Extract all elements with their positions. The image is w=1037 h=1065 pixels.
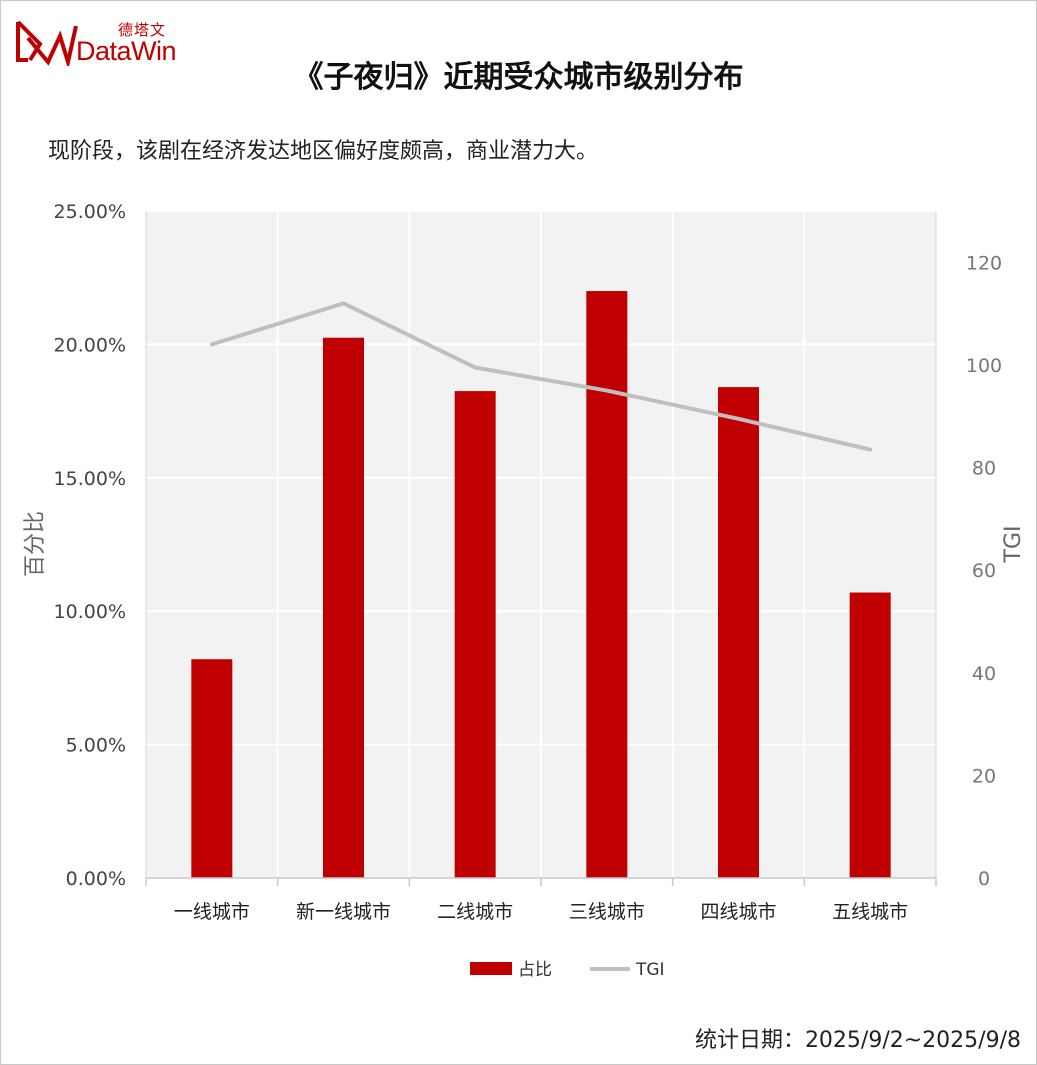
left-axis-tick-label: 0.00%	[66, 868, 126, 890]
bar	[323, 337, 364, 879]
chart-subtitle: 现阶段，该剧在经济发达地区偏好度颇高，商业潜力大。	[48, 139, 599, 164]
logo-english-text: DataWin	[76, 36, 177, 66]
tgi-line	[209, 301, 873, 452]
right-axis-tick-label: 60	[972, 560, 996, 582]
left-axis-tick-label: 20.00%	[54, 334, 126, 356]
left-axis-label: 百分比	[23, 511, 48, 577]
left-axis-tick-label: 5.00%	[66, 735, 126, 757]
left-axis-ticks: 0.00% 5.00% 10.00% 15.00% 20.00% 25.00%	[54, 201, 126, 890]
category-label: 四线城市	[700, 901, 776, 923]
right-axis-tick-label: 80	[972, 458, 996, 480]
left-axis-tick-label: 10.00%	[54, 601, 126, 623]
right-axis-tick-label: 40	[972, 663, 996, 685]
left-axis-tick-label: 15.00%	[54, 468, 126, 490]
category-label: 五线城市	[832, 901, 908, 923]
axes	[145, 211, 937, 886]
bar	[191, 659, 233, 878]
bar	[849, 592, 891, 878]
chart-title: 《子夜归》近期受众城市级别分布	[293, 60, 744, 95]
right-axis-tick-label: 120	[966, 252, 1002, 274]
category-labels: 一线城市 新一线城市 二线城市 三线城市 四线城市 五线城市	[174, 901, 908, 923]
category-label: 新一线城市	[296, 901, 391, 923]
category-label: 二线城市	[437, 901, 513, 923]
legend: 占比 TGI	[470, 960, 665, 980]
right-axis-tick-label: 100	[966, 355, 1002, 377]
datawin-logo-mark-icon	[16, 20, 78, 66]
legend-label-line: TGI	[635, 960, 665, 980]
legend-swatch-bar	[470, 962, 512, 975]
bar	[586, 291, 628, 878]
category-label: 一线城市	[174, 901, 250, 923]
stat-date: 统计日期：2025/9/2~2025/9/8	[694, 1028, 1021, 1053]
logo-chinese-text: 德塔文	[118, 21, 167, 39]
tgi-series	[209, 301, 873, 452]
right-axis-ticks: 0 20 40 60 80 100 120	[966, 252, 1002, 890]
datawin-logo: 德塔文 DataWin	[14, 16, 194, 72]
category-label: 三线城市	[569, 901, 645, 923]
legend-label-bar: 占比	[518, 960, 552, 980]
bar-series	[191, 291, 891, 879]
bar	[718, 387, 759, 878]
right-axis-label: TGI	[1001, 526, 1026, 564]
bar	[454, 391, 496, 878]
left-axis-tick-label: 25.00%	[54, 201, 126, 223]
right-axis-tick-label: 0	[978, 868, 990, 890]
right-axis-tick-label: 20	[972, 765, 996, 787]
